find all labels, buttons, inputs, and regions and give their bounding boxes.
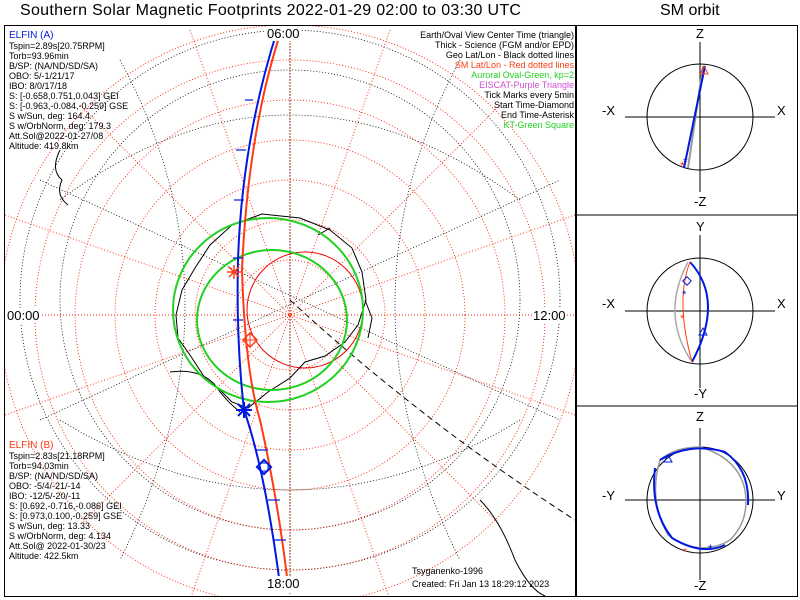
xz-label-left: -X xyxy=(602,103,615,118)
elfin-b-name: ELFIN (B) xyxy=(9,440,54,451)
elfin-a-line: B/SP: (NA/ND/SD/SA) xyxy=(9,61,99,71)
elfin-a-line: S: [-0.963,-0.084,-0.259] GSE xyxy=(9,101,129,111)
clock-label-bottom: 18:00 xyxy=(266,576,301,591)
orbit-panel-xz: * * xyxy=(625,42,775,192)
orbit-panels-frame xyxy=(576,25,798,597)
svg-text:*: * xyxy=(683,547,687,558)
elfin-b-line: Att.Sol@ 2022-01-30/23 xyxy=(9,541,106,551)
orbit-panel-xy: * * xyxy=(625,235,775,388)
orbit-title: SM orbit xyxy=(660,2,720,19)
elfin-b-start-diamond xyxy=(241,331,259,349)
legend-item-geo-grid: Geo Lat/Lon - Black dotted lines xyxy=(445,50,574,60)
xy-label-right: X xyxy=(777,296,786,311)
xy-label-bottom: -Y xyxy=(694,386,707,401)
legend-item-sm-grid: SM Lat/Lon - Red dotted lines xyxy=(454,60,574,70)
xy-label-top: Y xyxy=(696,219,705,234)
elfin-a-line: Torb=93.96min xyxy=(9,51,69,61)
legend-item-kt: KT-Green Square xyxy=(503,120,574,130)
map-legend: Earth/Oval View Center Time (triangle) T… xyxy=(420,30,574,130)
elfin-b-end-asterisk xyxy=(227,265,241,279)
page-title: Southern Solar Magnetic Footprints 2022-… xyxy=(20,2,522,19)
clock-label-top: 06:00 xyxy=(266,26,301,41)
elfin-b-line: S w/Sun, deg: 13.33 xyxy=(9,521,91,531)
svg-text:*: * xyxy=(708,542,713,556)
coastline-australia xyxy=(55,149,69,206)
clock-label-left: 00:00 xyxy=(6,308,41,323)
elfin-b-line: S: [0.692,-0.716,-0.086] GEI xyxy=(9,501,122,511)
legend-item-view-center: Earth/Oval View Center Time (triangle) xyxy=(420,30,574,40)
elfin-a-line: S: [-0.658,0.751,0.043] GEI xyxy=(9,91,119,101)
elfin-a-line: Altitude: 419.8km xyxy=(9,141,79,151)
footprint-map-frame xyxy=(4,25,576,597)
elfin-b-line: Tspin=2.83s[21.18RPM] xyxy=(9,451,105,461)
yz-label-right: Y xyxy=(777,488,786,503)
terminator-line xyxy=(289,299,575,521)
xy-label-left: -X xyxy=(602,296,615,311)
elfin-b-line: Torb=94.03min xyxy=(9,461,69,471)
xz-label-bottom: -Z xyxy=(694,194,707,209)
legend-item-science: Thick - Science (FGM and/or EPD) xyxy=(434,40,574,50)
legend-item-auroral-oval: Auroral Oval-Green, kp=2 xyxy=(471,70,574,80)
svg-text:*: * xyxy=(680,159,685,173)
model-credit: Tsyganenko-1996 xyxy=(412,566,484,576)
xz-label-top: Z xyxy=(696,26,704,41)
elfin-b-line: S: [0.973,0.100,-0.259] GSE xyxy=(9,511,123,521)
elfin-a-name: ELFIN (A) xyxy=(9,30,54,41)
elfin-a-info: ELFIN (A) Tspin=2.89s[20.75RPM] Torb=93.… xyxy=(9,30,128,151)
svg-text:*: * xyxy=(683,155,688,169)
auroral-oval-poleward xyxy=(196,249,348,391)
elfin-a-ticks xyxy=(233,99,286,541)
yz-label-left: -Y xyxy=(602,488,615,503)
elfin-a-line: Att.Sol@2022-01-27/08 xyxy=(9,131,104,141)
elfin-a-line: Tspin=2.89s[20.75RPM] xyxy=(9,41,105,51)
legend-item-start: Start Time-Diamond xyxy=(493,100,574,110)
yz-label-top: Z xyxy=(696,409,704,424)
created-timestamp: Created: Fri Jan 13 18:29:12 2023 xyxy=(412,579,550,589)
clock-label-right: 12:00 xyxy=(532,308,567,323)
elfin-a-line: S w/Sun, deg: 164.4 xyxy=(9,111,91,121)
legend-item-end: End Time-Asterisk xyxy=(500,110,574,120)
elfin-b-line: Altitude: 422.5km xyxy=(9,551,79,561)
elfin-b-line: IBO: -12/5/-20/-11 xyxy=(9,491,81,501)
elfin-b-info: ELFIN (B) Tspin=2.83s[21.18RPM] Torb=94.… xyxy=(9,440,122,561)
coastline-south-america xyxy=(479,499,546,596)
elfin-b-line: OBO: -5/4/-21/-14 xyxy=(9,481,81,491)
yz-label-bottom: -Z xyxy=(694,578,707,593)
elfin-a-line: IBO: 8/0/17/18 xyxy=(9,81,68,91)
svg-text:*: * xyxy=(682,289,687,301)
elfin-a-line: S w/OrbNorm, deg: 179.3 xyxy=(9,121,112,131)
elfin-b-trace xyxy=(240,27,289,586)
elfin-b-line: S w/OrbNorm, deg: 4.134 xyxy=(9,531,112,541)
xz-label-right: X xyxy=(777,103,786,118)
elfin-a-end-asterisk xyxy=(236,402,252,418)
elfin-a-start-diamond xyxy=(255,458,273,476)
legend-item-eiscat: EISCAT-Purple Triangle xyxy=(479,80,574,90)
coastline-peninsula xyxy=(169,370,241,413)
auroral-oval-equatorward xyxy=(172,217,364,403)
svg-text:*: * xyxy=(680,313,685,325)
elfin-a-trace xyxy=(236,27,281,586)
elfin-a-line: OBO: 5/-1/21/17 xyxy=(9,71,75,81)
legend-item-ticks: Tick Marks every 5min xyxy=(484,90,574,100)
orbit-panel-yz: * * xyxy=(625,428,775,580)
elfin-b-line: B/SP: (NA/ND/SD/SA) xyxy=(9,471,99,481)
